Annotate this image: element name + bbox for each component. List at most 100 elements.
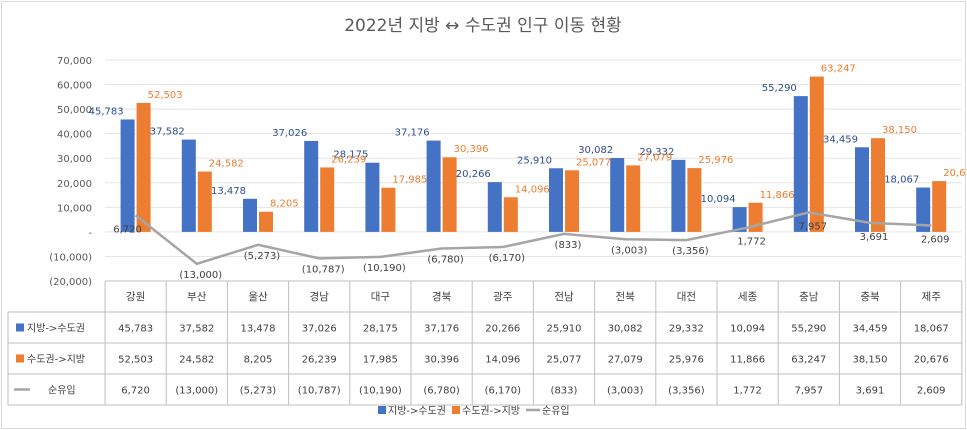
bar [732,207,747,232]
category-label: 전북 [616,291,636,303]
table-cell: (13,000) [175,386,218,397]
table-cell: 38,150 [853,355,888,366]
category-label: 대전 [677,291,696,303]
bar [671,159,686,232]
line-value-label: (833) [555,240,582,251]
y-tick-label: (20,000) [49,277,92,288]
bar-value-label: 30,396 [454,144,489,155]
line-value-label: 2,609 [921,234,950,245]
line-value-label: (10,190) [363,263,406,274]
line-value-label: (6,780) [427,255,464,266]
table-cell: 10,094 [730,324,765,335]
y-tick-label: - [88,228,92,239]
table-cell: 52,503 [118,355,153,366]
table-cell: 26,239 [302,355,337,366]
table-cell: (3,003) [607,386,644,397]
category-label: 경남 [310,290,330,303]
grid-lines [105,59,962,282]
bar [549,168,563,232]
table-cell: 28,175 [363,324,398,335]
y-tick-label: (10,000) [49,252,92,263]
bar-value-label: 26,239 [331,154,366,165]
y-tick-label: 60,000 [57,81,92,92]
category-label: 제주 [922,291,942,303]
table-cell: 29,332 [669,324,704,335]
table-cell: 11,866 [730,355,765,366]
table-cell: 25,910 [547,324,582,335]
table-cell: (10,787) [298,386,341,397]
bar-value-label: 55,290 [762,83,797,94]
table-cell: 37,176 [424,324,459,335]
table-cell: 45,783 [118,324,153,335]
legend-label: 지방->수도권 [388,405,446,417]
data-labels: 45,783 37,582 13,478 37,026 28,175 37,176 20,2… [89,64,967,281]
y-tick-label: 10,000 [57,203,92,214]
bar-value-label: 18,067 [884,175,919,186]
table-cell: (3,356) [668,386,705,397]
category-label: 경북 [432,290,452,303]
table-cell: 30,082 [608,324,643,335]
table-cell: 27,079 [608,355,643,366]
bar [916,187,931,232]
line-value-label: 3,691 [860,232,889,243]
table-cell: (6,170) [485,386,522,397]
table-cell: (833) [551,386,578,397]
category-label: 충남 [799,291,819,303]
bar-value-label: 8,205 [270,199,299,210]
bar [181,139,196,232]
bar [120,119,135,232]
line-value-label: (5,273) [244,251,281,262]
table-cell: 25,077 [547,355,582,366]
bar [809,76,824,232]
bar [197,171,212,232]
line-value-label: (3,356) [672,246,709,257]
legend-key [452,406,460,414]
bar [871,138,885,232]
table-cell: 8,205 [244,355,273,366]
bar [320,167,335,232]
table-cell: 17,985 [363,355,398,366]
table-cell: 24,582 [179,355,214,366]
row-series-name: 수도권->지방 [27,354,85,366]
table-cell: 18,067 [914,324,949,335]
legend-label: 수도권->지방 [462,405,520,417]
line-value-label: 7,957 [798,221,827,232]
bar [610,158,625,232]
row-legend-key [16,354,24,363]
category-label: 부산 [187,291,207,303]
line-value-label: 1,772 [737,237,766,248]
y-tick-label: 30,000 [57,154,92,165]
category-label: 강원 [126,291,145,303]
bar [243,198,257,232]
bar-value-label: 28,175 [333,150,368,161]
table-cell: 2,609 [917,386,946,397]
y-tick-label: 40,000 [57,130,92,141]
table-cell: 20,266 [485,324,520,335]
legend-label: 순유입 [542,404,570,417]
line-value-label: (13,000) [179,270,222,281]
bar-value-label: 10,094 [701,194,736,205]
bar [687,168,702,232]
bar-value-label: 29,332 [639,147,674,158]
bar-value-label: 14,096 [515,184,550,195]
bar [365,162,380,232]
bar [426,140,441,232]
chart-title: 2022년 지방 ↔ 수도권 인구 이동 현황 [344,16,622,36]
bar-value-label: 25,077 [576,157,611,168]
bar [136,102,151,232]
bar-value-label: 34,459 [823,134,858,145]
bar-value-label: 37,582 [150,127,185,138]
y-tick-label: 50,000 [57,105,92,116]
table-cell: (6,780) [423,386,460,397]
bar-value-label: 37,026 [272,128,307,139]
bar-value-label: 17,985 [392,175,427,186]
y-axis: 70,000 60,000 50,000 40,000 30,000 20,000 10,0… [49,56,92,288]
line-value-label: (6,170) [489,253,526,264]
line-value-label: (10,787) [302,264,345,275]
category-label: 울산 [248,291,268,303]
table-cell: 63,247 [791,355,826,366]
table-cell: 25,976 [669,355,704,366]
line-value-label: 6,720 [113,224,142,235]
